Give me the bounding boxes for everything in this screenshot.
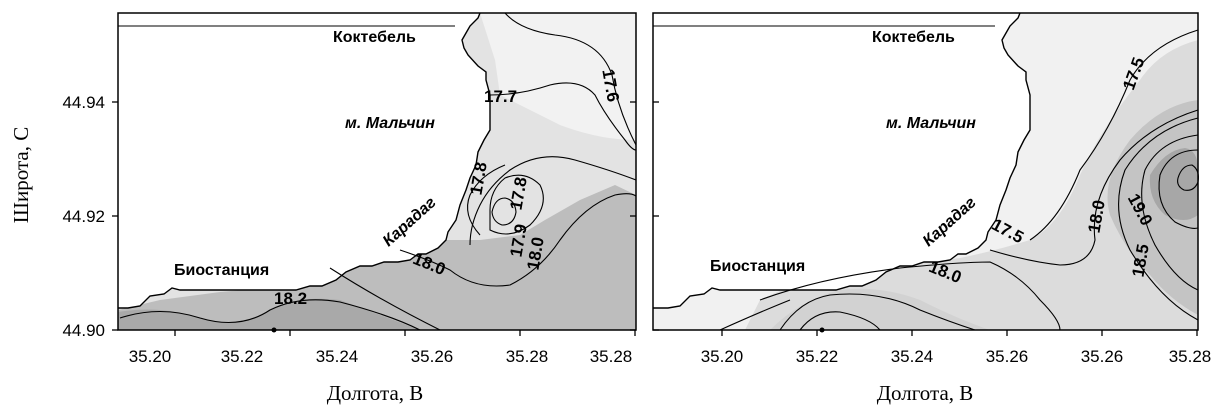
left-isoline-181 xyxy=(329,267,441,331)
right-place-malchin: м. Мальчин xyxy=(886,115,976,132)
left-contour-label: 17.7 xyxy=(484,87,517,106)
left-place-koktebel: Коктебель xyxy=(333,29,416,46)
right-x-axis-title: Долгота, В xyxy=(877,381,974,405)
right-isoline-sw3 xyxy=(719,299,791,331)
x-tick-label: 35.28 xyxy=(1169,347,1212,366)
right-place-koktebel: Коктебель xyxy=(872,29,955,46)
left-isoline-178a xyxy=(469,156,637,246)
left-isoline-182 xyxy=(119,299,421,331)
right-map-panel: 17.5 17.5 18.0 18.0 19.0 18.5 Коктебель … xyxy=(652,12,1212,405)
x-tick-label: 35.28 xyxy=(506,347,549,366)
right-isoline-sw2 xyxy=(799,311,881,331)
left-land xyxy=(118,13,490,308)
x-tick-label: 35.24 xyxy=(891,347,934,366)
left-x-axis-title: Долгота, В xyxy=(327,381,424,405)
x-tick-label: 35.20 xyxy=(701,347,744,366)
right-isoline-180b xyxy=(759,261,1061,331)
y-axis-title: Широта, С xyxy=(9,127,33,223)
right-land xyxy=(653,13,1030,308)
left-isoline-176 xyxy=(504,12,637,146)
x-tick-label: 35.26 xyxy=(411,347,454,366)
x-tick-label: 35.22 xyxy=(796,347,839,366)
right-isoline-180a xyxy=(1118,117,1199,321)
left-map-frame xyxy=(117,12,637,331)
left-isoline-180 xyxy=(399,193,637,287)
x-tick-label: 35.20 xyxy=(129,347,172,366)
left-isoline-178b xyxy=(467,164,506,236)
left-coastline xyxy=(118,12,491,309)
left-region-light xyxy=(480,13,636,140)
left-contour-label: 18.2 xyxy=(274,289,307,308)
left-isoline-177 xyxy=(489,82,637,151)
left-x-ticks xyxy=(174,330,636,336)
x-tick-label: 35.26 xyxy=(986,347,1029,366)
right-isoline-190 xyxy=(1158,149,1199,229)
left-isoline-179 xyxy=(489,174,544,235)
right-isoline-175b xyxy=(989,109,1199,266)
right-isoline-sw1 xyxy=(779,293,976,331)
right-isoline-175a xyxy=(1029,29,1199,241)
x-tick-label: 35.24 xyxy=(316,347,359,366)
right-map-frame xyxy=(652,12,1199,331)
left-region-warmest xyxy=(118,298,420,330)
right-region-sw xyxy=(770,288,990,330)
left-isoline-179-closed xyxy=(491,197,517,226)
y-tick-label: 44.90 xyxy=(62,321,105,340)
left-place-biostation: Биостанция xyxy=(174,262,269,279)
right-coastline xyxy=(653,12,1031,309)
y-tick-label: 44.94 xyxy=(62,93,105,112)
right-place-biostation: Биостанция xyxy=(710,258,805,275)
left-place-malchin: м. Мальчин xyxy=(345,115,435,132)
x-tick-label: 35.22 xyxy=(221,347,264,366)
y-tick-label: 44.92 xyxy=(62,207,105,226)
left-map-panel: 17.7 17.6 17.8 17.8 17.9 18.0 18.0 18.2 … xyxy=(9,12,637,405)
right-x-ticks xyxy=(721,330,1198,336)
x-tick-label: 35.28 xyxy=(590,347,633,366)
x-tick-label: 35.26 xyxy=(1081,347,1124,366)
right-isoline-185 xyxy=(1141,134,1199,291)
